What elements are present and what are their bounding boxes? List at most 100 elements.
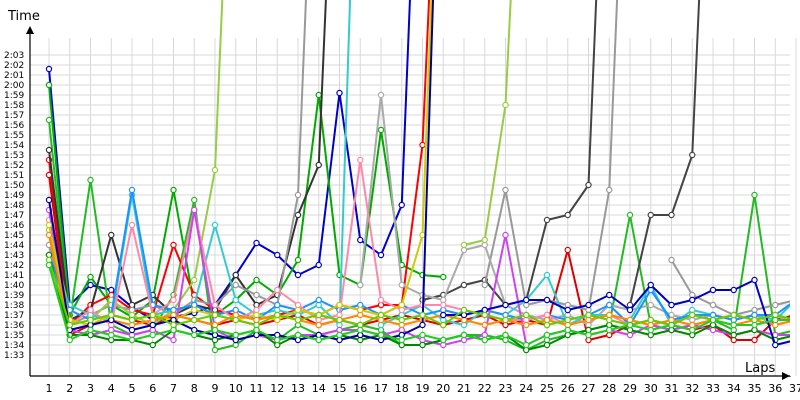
- series-point: [315, 91, 322, 99]
- series-point: [336, 316, 343, 324]
- series-point: [66, 321, 73, 329]
- series-point: [170, 186, 177, 194]
- series-point: [668, 256, 675, 264]
- series-point: [440, 311, 447, 319]
- series-point: [377, 296, 385, 304]
- series-point: [730, 286, 737, 294]
- series-point: [211, 326, 219, 334]
- series-point: [709, 301, 717, 309]
- series-point: [460, 241, 468, 249]
- series-point: [87, 316, 94, 324]
- y-tick-label: 1:58: [4, 101, 24, 111]
- series-point: [398, 336, 405, 344]
- x-tick-label: 37: [789, 382, 800, 395]
- y-tick-label: 1:34: [4, 341, 24, 351]
- x-tick-label: 18: [395, 382, 409, 395]
- series-lines: [45, 0, 790, 354]
- series-point: [191, 316, 198, 324]
- series-point: [564, 246, 571, 254]
- x-tick-label: 6: [149, 382, 156, 395]
- series-point: [772, 301, 779, 309]
- series-point: [253, 239, 260, 247]
- series-point: [377, 91, 385, 99]
- series: [45, 0, 433, 329]
- series-point: [543, 296, 551, 304]
- series-line: [48, 0, 435, 341]
- x-tick-label: 24: [519, 382, 533, 395]
- series-point: [502, 101, 509, 109]
- series-point: [626, 211, 634, 219]
- series-point: [108, 231, 115, 239]
- series-point: [294, 256, 302, 264]
- series-point: [709, 286, 717, 294]
- y-tick-label: 1:48: [4, 201, 24, 211]
- series-point: [377, 126, 385, 134]
- series-point: [66, 336, 73, 344]
- series-point: [585, 311, 592, 319]
- series-point: [45, 196, 53, 204]
- series-line: [422, 0, 598, 306]
- x-tick-label: 5: [129, 382, 136, 395]
- series-point: [191, 196, 198, 204]
- series: [45, 0, 352, 329]
- y-tick-labels: 1:331:341:351:361:371:381:391:401:411:42…: [4, 51, 24, 361]
- series-point: [45, 146, 53, 154]
- series-point: [502, 186, 509, 194]
- x-tick-label: 16: [353, 382, 367, 395]
- series-point: [170, 336, 177, 344]
- x-tick-label: 15: [333, 382, 347, 395]
- series-point: [564, 316, 571, 324]
- series-point: [232, 281, 239, 289]
- series-point: [751, 191, 758, 199]
- x-tick-label: 2: [66, 382, 73, 395]
- series-point: [315, 336, 322, 344]
- series-point: [315, 311, 322, 319]
- series-point: [87, 326, 94, 334]
- series-point: [377, 251, 385, 259]
- x-tick-label: 36: [768, 382, 782, 395]
- y-tick-label: 1:53: [4, 151, 24, 161]
- series-point: [211, 166, 219, 174]
- series: [45, 0, 431, 329]
- series-point: [564, 306, 571, 314]
- series-point: [502, 331, 509, 339]
- series-point: [440, 273, 447, 281]
- y-axis-label: Time: [7, 9, 40, 24]
- y-tick-label: 1:33: [4, 351, 24, 361]
- series-point: [668, 211, 675, 219]
- x-tick-label: 31: [665, 382, 679, 395]
- series-point: [564, 326, 571, 334]
- series: [419, 0, 598, 309]
- x-tick-label: 14: [312, 382, 326, 395]
- series-point: [585, 181, 592, 189]
- series-point: [45, 231, 53, 239]
- series-point: [294, 331, 302, 339]
- series-point: [543, 271, 551, 279]
- series: [440, 276, 790, 349]
- series-point: [45, 171, 53, 179]
- series-point: [357, 281, 364, 289]
- y-tick-label: 1:40: [4, 281, 24, 291]
- x-tick-label: 17: [374, 382, 388, 395]
- series-point: [315, 321, 322, 329]
- series-point: [211, 301, 219, 309]
- series-point: [481, 236, 488, 244]
- y-tick-label: 1:50: [4, 181, 24, 191]
- series-point: [87, 306, 94, 314]
- series-point: [460, 306, 468, 314]
- x-tick-label: 9: [212, 382, 219, 395]
- y-tick-label: 1:56: [4, 121, 24, 131]
- series-point: [274, 301, 281, 309]
- series-point: [772, 341, 779, 349]
- series-point: [232, 271, 239, 279]
- y-tick-label: 1:49: [4, 191, 24, 201]
- x-tick-label: 8: [191, 382, 198, 395]
- series-point: [170, 296, 177, 304]
- series-point: [398, 281, 405, 289]
- series-point: [149, 311, 156, 319]
- x-tick-label: 11: [250, 382, 264, 395]
- series-point: [45, 116, 53, 124]
- x-tick-label: 35: [748, 382, 762, 395]
- series-point: [294, 191, 302, 199]
